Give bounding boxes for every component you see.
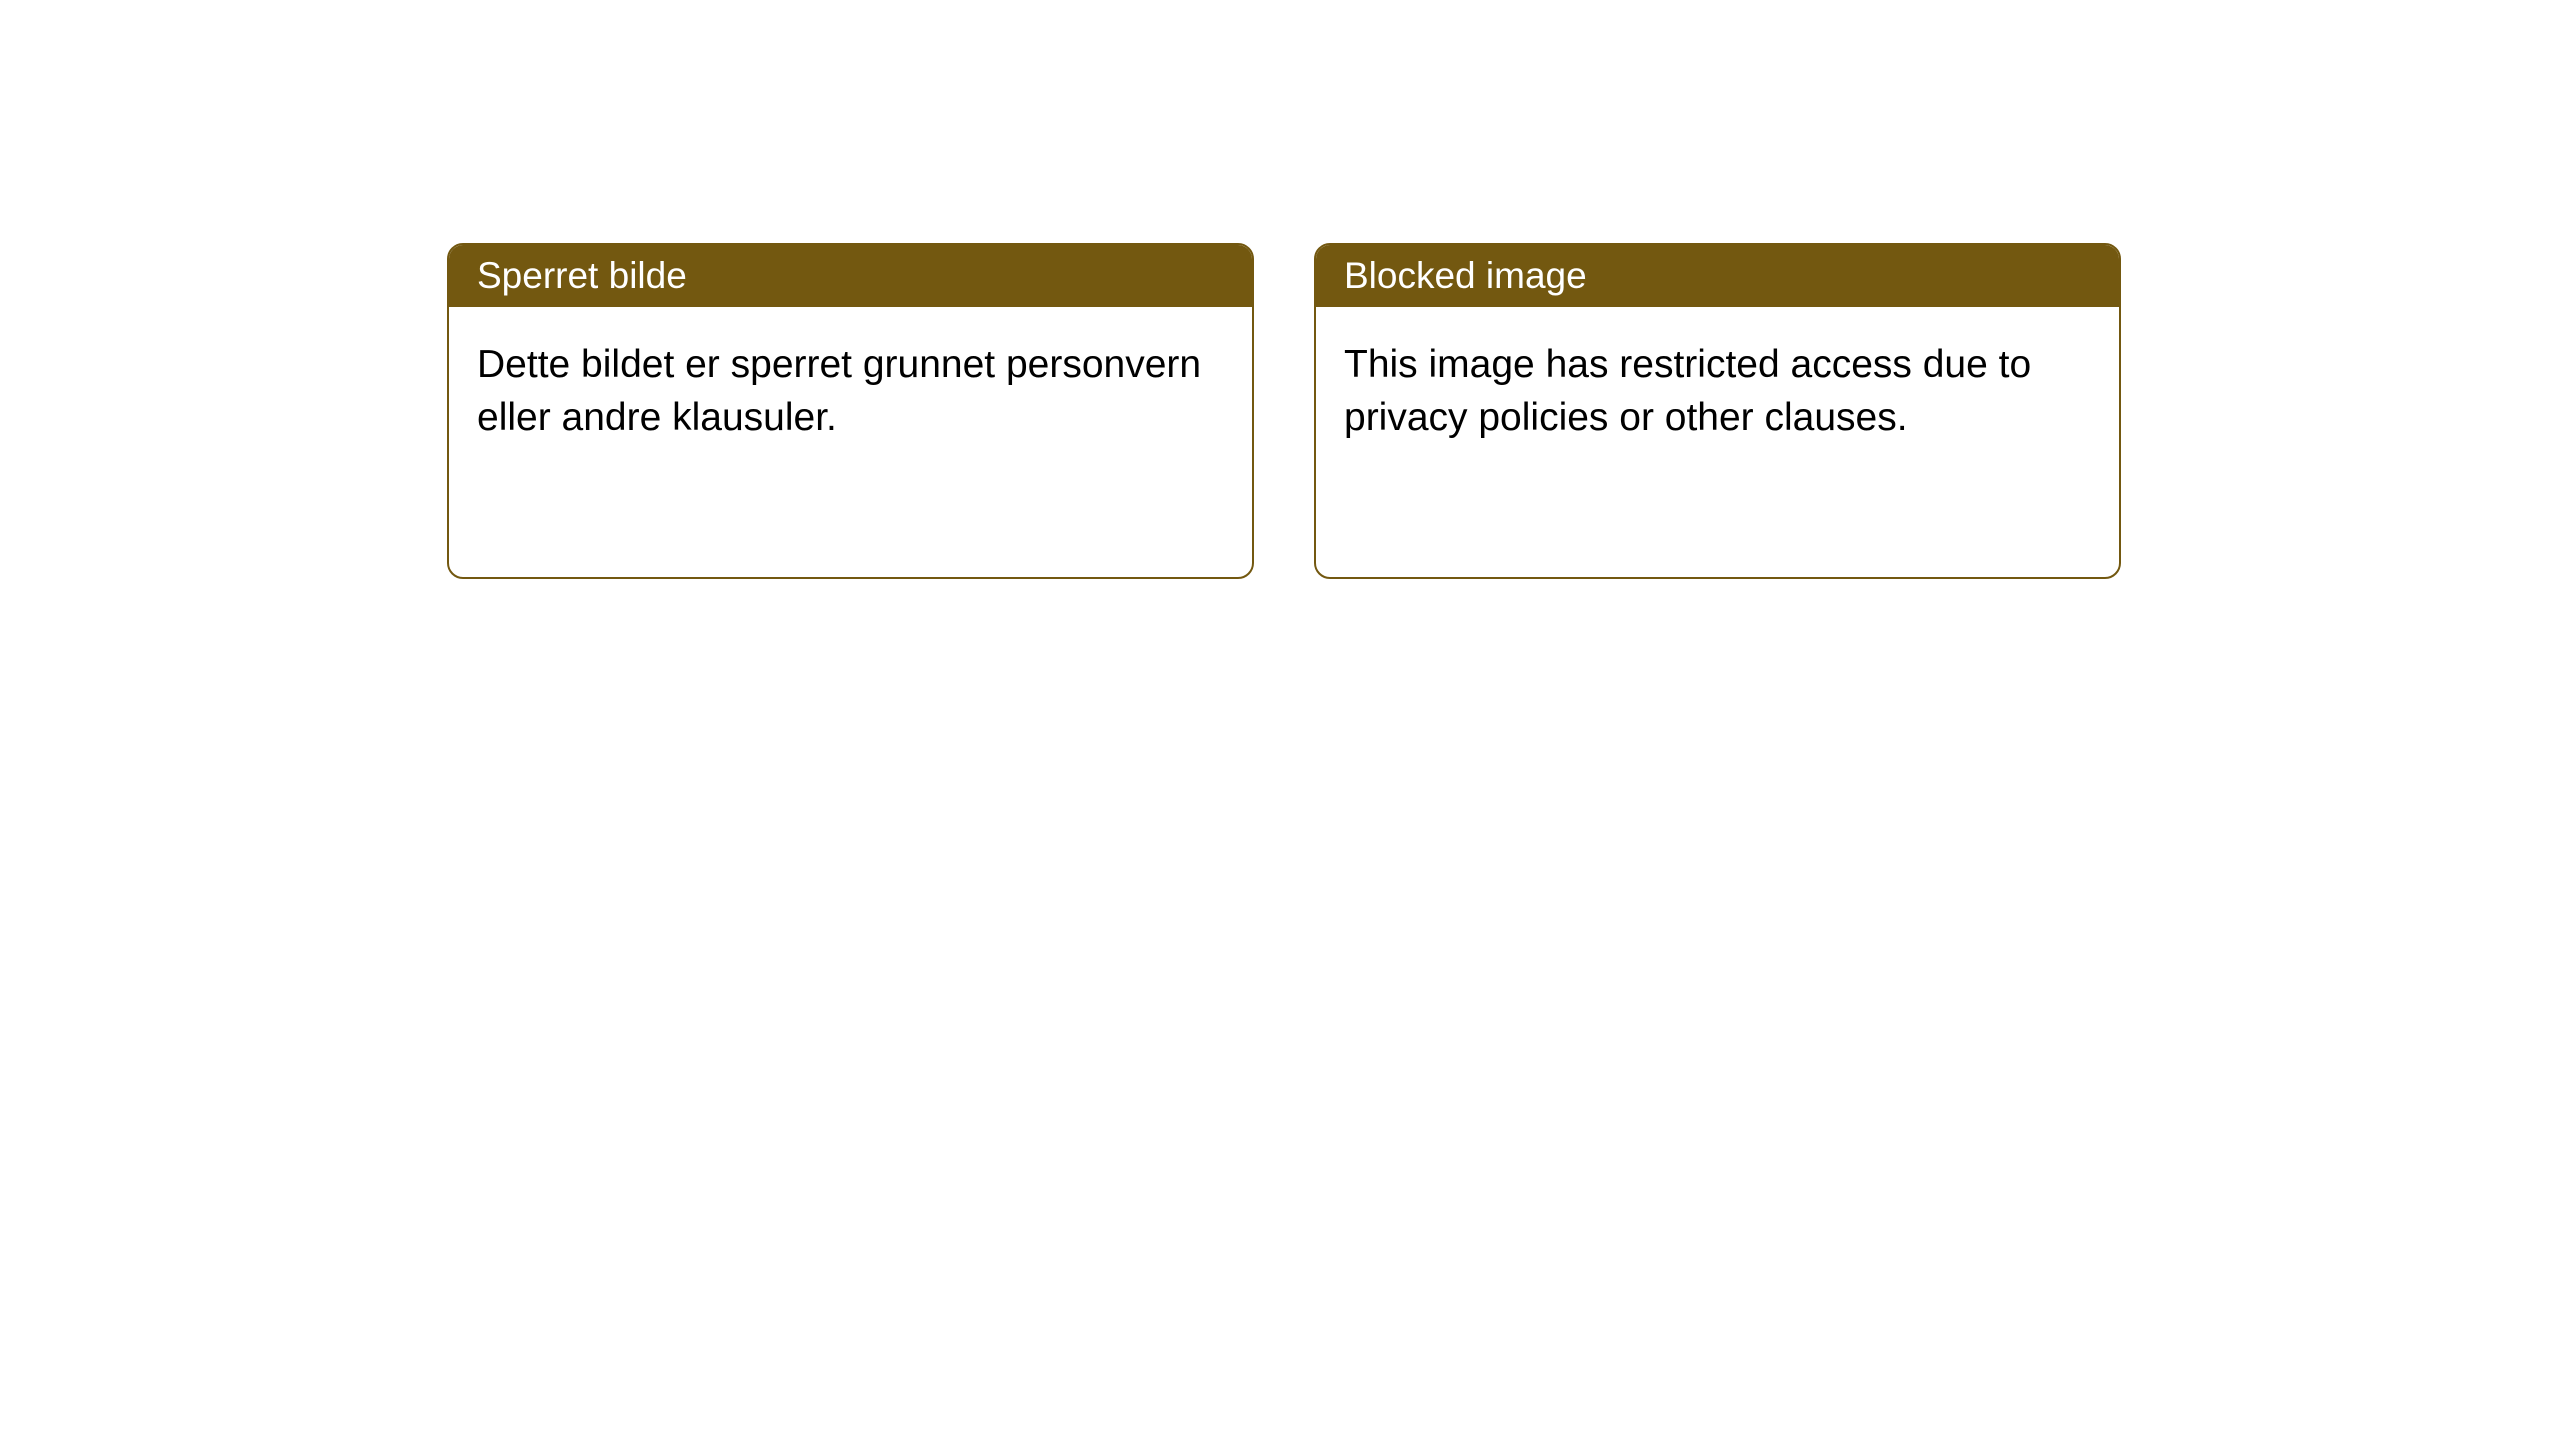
card-body-no: Dette bildet er sperret grunnet personve… (449, 307, 1252, 476)
card-title-en: Blocked image (1344, 255, 1587, 296)
blocked-image-card-no: Sperret bilde Dette bildet er sperret gr… (447, 243, 1254, 579)
card-body-text-no: Dette bildet er sperret grunnet personve… (477, 343, 1201, 439)
info-cards-container: Sperret bilde Dette bildet er sperret gr… (447, 243, 2121, 579)
blocked-image-card-en: Blocked image This image has restricted … (1314, 243, 2121, 579)
card-title-no: Sperret bilde (477, 255, 687, 296)
card-header-en: Blocked image (1316, 245, 2119, 307)
card-body-text-en: This image has restricted access due to … (1344, 343, 2031, 439)
card-header-no: Sperret bilde (449, 245, 1252, 307)
card-body-en: This image has restricted access due to … (1316, 307, 2119, 476)
